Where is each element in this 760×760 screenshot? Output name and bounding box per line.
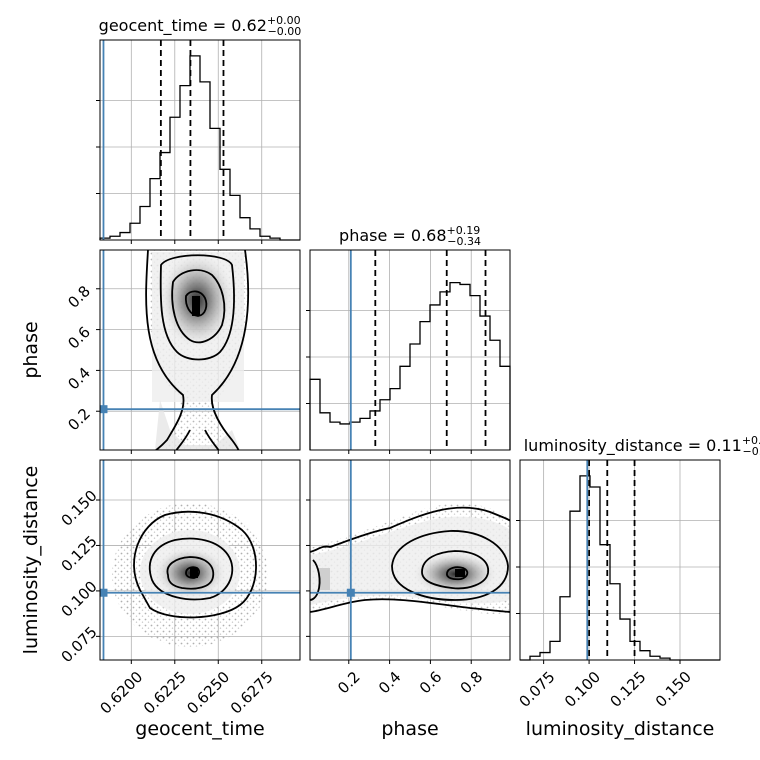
panel-frame xyxy=(99,39,301,241)
tick-label-luminosity_distance: 0.100 xyxy=(58,577,101,620)
panel-title-lower: −0.01 xyxy=(743,445,760,458)
tick-label-luminosity_distance: 0.150 xyxy=(652,668,695,711)
panel-title-main: luminosity_distance = 0.11 xyxy=(524,436,742,456)
tick-label-luminosity_distance: 0.150 xyxy=(58,487,101,530)
panel-title-upper: +0.19 xyxy=(447,224,481,237)
panel-title-luminosity_distance: luminosity_distance = 0.11+0.01−0.01 xyxy=(524,434,760,458)
tick-label-phase: 0.2 xyxy=(64,405,94,435)
contours-geocent-phase xyxy=(145,250,250,450)
histogram-phase xyxy=(309,281,511,450)
tick-label-phase: 0.6 xyxy=(64,323,94,353)
panel-frame xyxy=(99,249,301,451)
tick-label-phase: 0.8 xyxy=(64,282,94,312)
x-axis-label-phase: phase xyxy=(381,718,438,740)
panel-title-upper: +0.00 xyxy=(267,14,301,27)
y-axis-label-luminosity_distance: luminosity_distance xyxy=(20,466,42,655)
panel-title-main: geocent_time = 0.62 xyxy=(99,16,267,36)
truth-marker xyxy=(99,588,108,597)
panel-frame xyxy=(309,249,511,451)
tick-label-phase: 0.4 xyxy=(375,668,405,698)
x-axis-label-geocent_time: geocent_time xyxy=(135,718,264,740)
tick-label-luminosity_distance: 0.075 xyxy=(516,668,559,711)
histogram-geocent_time xyxy=(99,55,300,241)
panel-title-lower: −0.34 xyxy=(447,235,481,248)
y-axis-label-phase: phase xyxy=(20,321,42,378)
tick-label-phase: 0.6 xyxy=(416,668,446,698)
tick-label-luminosity_distance: 0.125 xyxy=(58,532,101,575)
tick-label-geocent_time: 0.6200 xyxy=(96,668,146,718)
tick-label-luminosity_distance: 0.125 xyxy=(606,668,649,711)
truth-marker xyxy=(346,588,355,597)
panel-frame xyxy=(309,459,511,661)
histogram-luminosity_distance xyxy=(520,475,720,661)
panel-frame xyxy=(99,459,301,661)
panel-title-phase: phase = 0.68+0.19 −0.34 xyxy=(339,224,481,248)
tick-label-luminosity_distance: 0.075 xyxy=(58,623,101,666)
panel-title-lower: −0.00 xyxy=(268,25,302,38)
panel-title-upper: +0.01 xyxy=(742,434,760,447)
panel-title-geocent_time: geocent_time = 0.62+0.00 −0.00 xyxy=(99,14,302,38)
tick-label-phase: 0.8 xyxy=(457,668,487,698)
tick-label-phase: 0.2 xyxy=(334,668,364,698)
tick-label-geocent_time: 0.6225 xyxy=(140,668,190,718)
x-axis-label-luminosity_distance: luminosity_distance xyxy=(526,718,715,740)
tick-label-phase: 0.4 xyxy=(64,364,94,394)
panel-frame xyxy=(519,459,721,661)
contours-phase-lumdist xyxy=(310,506,510,613)
tick-label-geocent_time: 0.6250 xyxy=(183,668,233,718)
truth-marker xyxy=(99,405,108,414)
contours-geocent-lumdist xyxy=(133,510,257,619)
tick-label-luminosity_distance: 0.100 xyxy=(561,668,604,711)
panel-title-main: phase = 0.68 xyxy=(339,226,446,245)
tick-label-geocent_time: 0.6275 xyxy=(227,668,277,718)
